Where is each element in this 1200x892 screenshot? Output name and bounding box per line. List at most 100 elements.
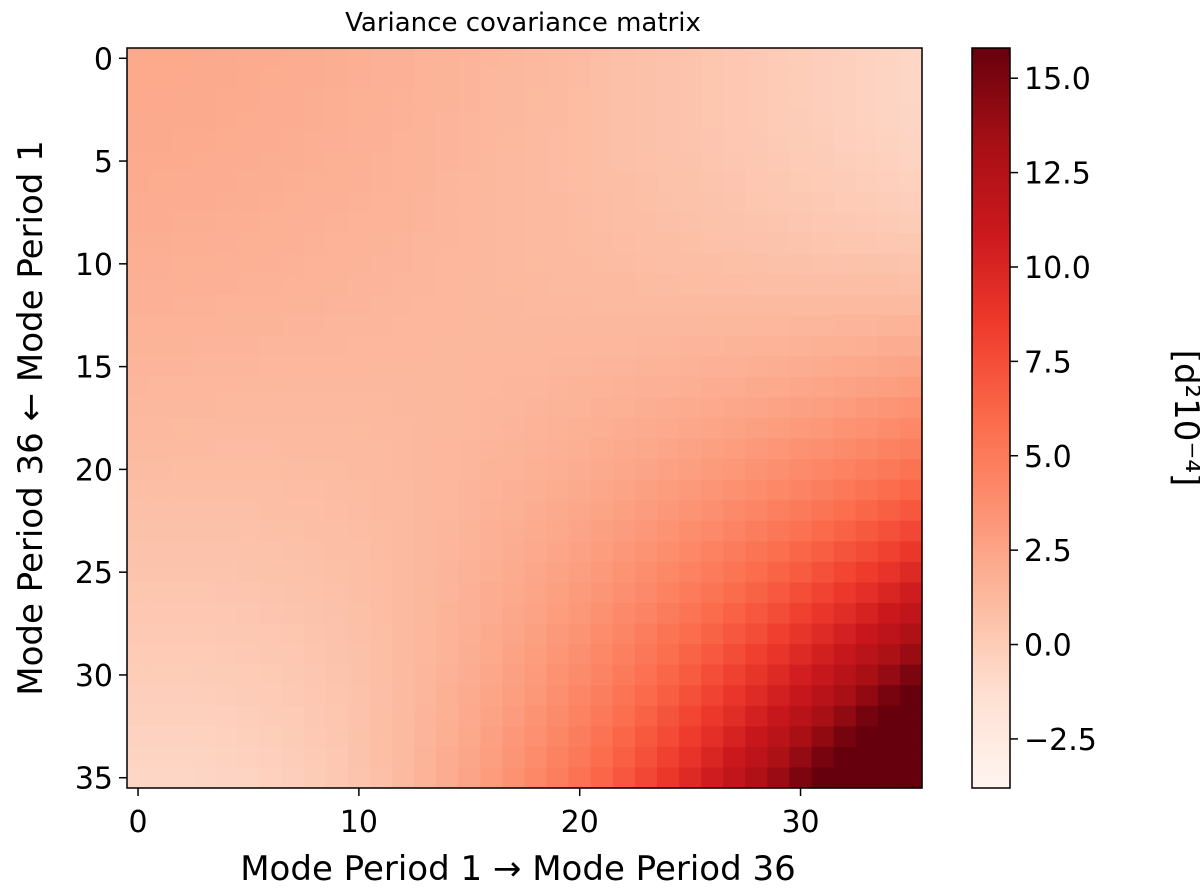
heatmap-cell — [281, 726, 305, 748]
heatmap-cell — [657, 233, 680, 255]
heatmap-cell — [811, 376, 835, 399]
heatmap-cell — [347, 48, 371, 70]
heatmap-cell — [127, 623, 150, 645]
heatmap-cell — [877, 479, 901, 501]
heatmap-cell — [855, 644, 879, 666]
heatmap-cell — [701, 520, 724, 542]
heatmap-cell — [303, 685, 327, 707]
heatmap-cell — [414, 48, 437, 70]
heatmap-cell — [811, 171, 835, 193]
heatmap-cell — [502, 274, 526, 296]
heatmap-cell — [546, 746, 570, 769]
heatmap-cell — [392, 335, 415, 357]
heatmap-cell — [811, 479, 835, 501]
heatmap-cell — [193, 685, 216, 707]
heatmap-cell — [877, 150, 901, 172]
heatmap-cell — [502, 459, 526, 481]
heatmap-cell — [679, 68, 702, 90]
heatmap-cell — [524, 68, 548, 90]
heatmap-cell — [392, 171, 415, 193]
colorbar-tick-label: 12.5 — [1024, 157, 1091, 192]
heatmap-cell — [767, 459, 791, 481]
heatmap-cell — [701, 212, 724, 234]
heatmap-cell — [259, 130, 283, 152]
heatmap-cell — [612, 48, 636, 70]
heatmap-cell — [767, 418, 791, 440]
heatmap-cell — [701, 705, 724, 727]
heatmap-cell — [259, 459, 283, 481]
heatmap-cell — [524, 500, 548, 522]
heatmap-cell — [259, 561, 283, 584]
heatmap-cell — [899, 171, 923, 193]
heatmap-cell — [237, 726, 261, 748]
heatmap-cell — [723, 459, 746, 481]
heatmap-cell — [789, 315, 813, 337]
heatmap-cell — [392, 376, 415, 399]
heatmap-cell — [502, 130, 526, 152]
heatmap-cell — [325, 685, 349, 707]
heatmap-cell — [193, 233, 216, 255]
heatmap-cell — [193, 48, 216, 70]
heatmap-cell — [833, 109, 857, 131]
x-tick-label: 10 — [340, 805, 378, 840]
heatmap-cell — [524, 212, 548, 234]
heatmap-cell — [347, 376, 371, 399]
heatmap-cell — [193, 356, 216, 378]
heatmap-cell — [215, 541, 239, 563]
heatmap-cell — [855, 685, 879, 707]
heatmap-cell — [590, 541, 614, 563]
heatmap-cell — [855, 233, 879, 255]
heatmap-cell — [480, 438, 504, 460]
y-tick-label: 25 — [75, 556, 113, 591]
heatmap-cell — [877, 603, 901, 625]
heatmap-cell — [723, 335, 746, 357]
heatmap-cell — [877, 356, 901, 378]
heatmap-cell — [193, 191, 216, 214]
heatmap-cell — [436, 561, 459, 584]
heatmap-cell — [392, 767, 415, 789]
heatmap-cell — [237, 500, 261, 522]
heatmap-cell — [237, 746, 261, 769]
heatmap-cell — [347, 541, 371, 563]
heatmap-cell — [502, 89, 526, 111]
heatmap-cell — [392, 397, 415, 419]
heatmap-cell — [325, 623, 349, 645]
heatmap-cell — [127, 171, 150, 193]
heatmap-cell — [303, 253, 327, 275]
heatmap-cell — [634, 233, 658, 255]
heatmap-cell — [679, 253, 702, 275]
heatmap-cell — [745, 685, 769, 707]
heatmap-cell — [502, 767, 526, 789]
heatmap-cell — [369, 274, 393, 296]
heatmap-cell — [436, 356, 459, 378]
heatmap-cell — [502, 664, 526, 686]
heatmap-cell — [458, 233, 481, 255]
heatmap-cell — [458, 541, 481, 563]
heatmap-cell — [392, 746, 415, 769]
heatmap-cell — [436, 479, 459, 501]
heatmap-cell — [789, 685, 813, 707]
heatmap-cell — [215, 171, 239, 193]
heatmap-cell — [458, 356, 481, 378]
heatmap-cell — [502, 191, 526, 214]
heatmap-cell — [811, 48, 835, 70]
heatmap-cell — [281, 315, 305, 337]
heatmap-cell — [634, 541, 658, 563]
heatmap-cell — [458, 520, 481, 542]
heatmap-cell — [789, 644, 813, 666]
heatmap-cell — [480, 376, 504, 399]
heatmap-cell — [833, 582, 857, 604]
heatmap-cell — [568, 438, 592, 460]
heatmap-cell — [436, 603, 459, 625]
heatmap-cell — [612, 582, 636, 604]
heatmap-cell — [789, 664, 813, 686]
heatmap-cell — [833, 520, 857, 542]
heatmap-cell — [392, 705, 415, 727]
heatmap-cell — [877, 212, 901, 234]
heatmap-cell — [392, 130, 415, 152]
heatmap-cell — [612, 500, 636, 522]
y-tick-label: 35 — [75, 762, 113, 797]
heatmap-cell — [480, 212, 504, 234]
heatmap-cell — [877, 500, 901, 522]
heatmap-cell — [436, 150, 459, 172]
